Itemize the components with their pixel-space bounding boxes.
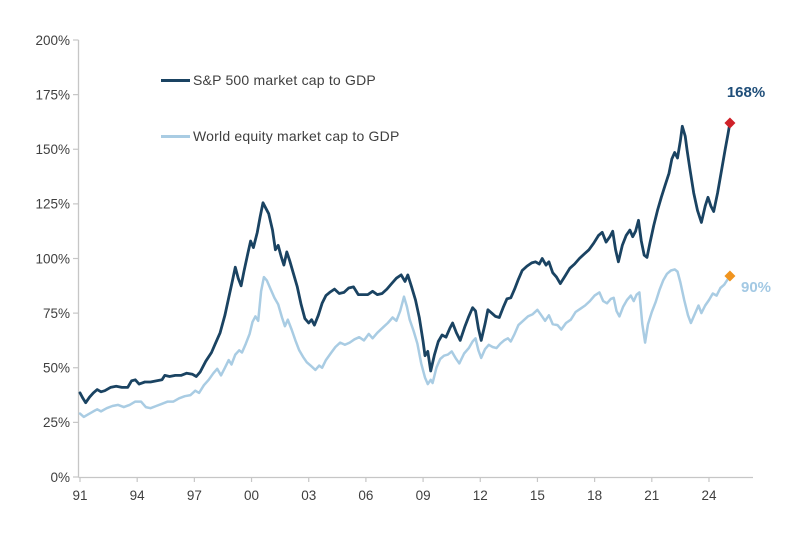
y-axis-tick-label: 25%: [43, 415, 70, 430]
series-lines: [78, 121, 732, 419]
legend-swatch-world-icon: [161, 134, 190, 138]
y-axis-tick-label: 125%: [35, 197, 70, 212]
x-axis-tick-label: 24: [701, 488, 717, 503]
y-axis-tick-label: 175%: [35, 87, 70, 102]
x-axis-tick-label: 00: [244, 488, 259, 503]
legend: S&P 500 market cap to GDP World equity m…: [161, 71, 399, 145]
legend-item-sp500: S&P 500 market cap to GDP: [161, 71, 399, 89]
legend-item-world: World equity market cap to GDP: [161, 127, 399, 145]
x-axis-tick-label: 03: [301, 488, 316, 503]
y-axis-tick-label: 200%: [35, 33, 70, 48]
legend-label-sp500: S&P 500 market cap to GDP: [193, 72, 376, 88]
y-axis-tick-label: 75%: [43, 306, 70, 321]
x-axis-tick-label: 09: [416, 488, 431, 503]
x-axis-tick-label: 15: [530, 488, 545, 503]
x-axis-tick-label: 91: [72, 488, 87, 503]
x-axis-tick-label: 06: [358, 488, 373, 503]
world-line: [78, 268, 732, 419]
y-axis-tick-label: 50%: [43, 361, 70, 376]
y-axis-tick-label: 0%: [50, 470, 70, 485]
y-axis-tick-label: 100%: [35, 251, 70, 266]
sp500-line: [78, 121, 732, 405]
end-markers: [724, 117, 736, 282]
x-axis-tick-label: 21: [644, 488, 659, 503]
legend-swatch-sp500-icon: [161, 78, 190, 82]
axes: 0% 25% 50% 75% 100% 125% 150% 175% 200% 91 94 97 00 0…: [35, 33, 753, 503]
x-axis-tick-label: 97: [187, 488, 202, 503]
sp500-end-marker: [724, 117, 736, 129]
world-end-label: 90%: [741, 279, 771, 296]
x-axis-tick-label: 12: [473, 488, 488, 503]
y-axis-tick-label: 150%: [35, 142, 70, 157]
x-axis-tick-label: 18: [587, 488, 602, 503]
x-axis-tick-label: 94: [130, 488, 146, 503]
legend-label-world: World equity market cap to GDP: [193, 128, 400, 144]
sp500-end-label: 168%: [727, 84, 765, 101]
world-end-marker: [724, 270, 736, 282]
